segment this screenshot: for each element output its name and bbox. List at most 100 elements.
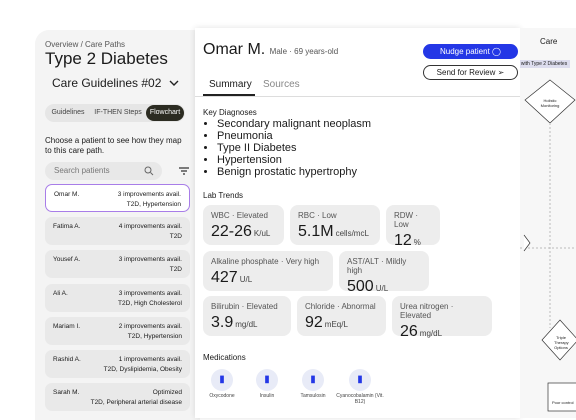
lab-value-row: 12% (394, 232, 432, 250)
lab-value: 500 (347, 278, 374, 295)
filter-icon[interactable] (178, 166, 190, 176)
lab-unit: U/L (375, 284, 389, 293)
tab-summary[interactable]: Summary (209, 79, 252, 90)
patient-conditions: T2D, Hypertension (126, 201, 181, 208)
lab-card: RDW · Low 12% (386, 205, 440, 249)
lab-value: 92 (305, 314, 323, 331)
sidebar-tab[interactable]: Flowchart (146, 105, 184, 121)
lab-value: 22-26 (211, 223, 252, 240)
patient-card[interactable]: Rashid A. 1 improvements avail. T2D, Dysli… (45, 350, 190, 378)
diagnoses-list: Secondary malignant neoplasmPneumoniaTyp… (203, 118, 371, 178)
patient-name: Yousef A. (53, 256, 81, 264)
lab-label: Bilirubin · Elevated (211, 302, 278, 311)
patient-name: Fatima A. (53, 223, 81, 231)
lab-label: RBC · Low (298, 211, 337, 220)
lab-card: AST/ALT · Mildly high 500 U/L (339, 251, 429, 295)
flow-title: Care (540, 37, 558, 46)
patient-name: Omar M. Male · 69 years-old (203, 41, 338, 59)
medication-name: Insulin (259, 393, 275, 399)
prompt: Choose a patient to see how they map to … (45, 136, 182, 155)
lab-value: 3.9 (211, 314, 234, 331)
lab-value-row: 92 mEq/L (305, 314, 378, 332)
patient-status: 4 improvements avail. (118, 223, 182, 231)
patient-card[interactable]: Mariam I. 2 improvements avail. T2D, Hyper… (45, 316, 190, 345)
patient-conditions: T2D, Peripheral arterial disease (90, 399, 182, 407)
medication-name: Cyanocobalamin (Vit. B12) (336, 393, 384, 405)
lab-value-row: 427 U/L (211, 269, 325, 287)
diagnosis: Hypertension (217, 154, 371, 166)
section-title: Key Diagnoses (203, 108, 257, 117)
care-path-title: Type 2 Diabetes (45, 49, 168, 68)
flow-subtitle: s with Type 2 Diabetes (520, 60, 571, 68)
medication-icon[interactable]: ▮ (256, 369, 278, 391)
lab-label: WBC · Elevated (211, 211, 268, 220)
label: Nudge patient (439, 47, 490, 56)
medication-name: Tamsulosin (300, 393, 326, 399)
patient-card[interactable]: Omar M. 3 improvements avail. T2D, Hyperte… (45, 184, 190, 212)
label: Send for Review (436, 68, 496, 77)
lab-card: Urea nitrogen · Elevated 26 mg/dL (392, 296, 492, 340)
patient-name: Omar M. (54, 191, 80, 198)
divider (195, 96, 520, 97)
diagnosis: Secondary malignant neoplasm (217, 118, 371, 130)
lab-label: AST/ALT · Mildly high (347, 257, 407, 275)
patient-name: Ali A. (53, 289, 68, 297)
lab-value-row: 26 mg/dL (400, 323, 484, 341)
patient-card[interactable]: Sarah M. Optimized T2D, Peripheral arteria… (45, 383, 190, 412)
patient-conditions: T2D, Dyslipidemia, Obesity (103, 366, 182, 373)
lab-card: WBC · Elevated 22-26 K/uL (203, 205, 284, 245)
flow-node[interactable]: Holistic Monitoring (540, 98, 560, 108)
lab-value-row: 5.1M cells/mcL (298, 223, 372, 241)
patient-name: Sarah M. (53, 389, 80, 397)
breadcrumb[interactable]: Overview / Care Paths (45, 40, 126, 49)
guideline-dropdown[interactable]: Care Guidelines #02 (52, 76, 179, 90)
patient-status: 3 improvements avail. (118, 289, 182, 297)
search-box[interactable]: Search patients (45, 162, 162, 180)
medication-name: Oxycodone (209, 393, 235, 399)
patient-status: Optimized (152, 389, 182, 397)
patient-status: 2 improvements avail. (118, 322, 182, 330)
flow-node[interactable]: Triple Therapy Options (554, 335, 569, 350)
lab-unit: K/uL (253, 229, 271, 238)
lab-value: 26 (400, 323, 418, 340)
diagnosis: Benign prostatic hypertrophy (217, 166, 371, 178)
diagnosis: Type II Diabetes (217, 142, 371, 154)
patient-status: 3 improvements avail. (118, 256, 182, 264)
lab-label: Chloride · Abnormal (305, 302, 376, 311)
section-title: Medications (203, 353, 246, 362)
patient-card[interactable]: Yousef A. 3 improvements avail. T2D (45, 250, 190, 279)
diagnosis: Pneumonia (217, 130, 371, 142)
medication-icon[interactable]: ▮ (302, 369, 324, 391)
lab-unit: U/L (239, 275, 253, 284)
patient-name: Rashid A. (53, 356, 81, 363)
sidebar-tab[interactable]: IF-THEN Steps (94, 109, 142, 116)
flow-shapes (520, 79, 576, 412)
lab-card: Chloride · Abnormal 92 mEq/L (297, 296, 386, 336)
lab-label: Alkaline phosphate · Very high (211, 257, 320, 266)
patient-conditions: T2D, Hypertension (127, 332, 182, 340)
tab-sources[interactable]: Sources (263, 79, 300, 90)
patient-meta: Male · 69 years-old (269, 47, 339, 56)
name: Omar M. (203, 41, 266, 58)
lab-value-row: 22-26 K/uL (211, 223, 276, 241)
lab-unit: mEq/L (324, 320, 348, 329)
chevron (169, 80, 179, 86)
medication-icon[interactable]: ▮ (349, 369, 371, 391)
lab-label: RDW · Low (394, 211, 418, 229)
patient-card[interactable]: Ali A. 3 improvements avail. T2D, High Cho… (45, 283, 190, 312)
lab-value: 12 (394, 232, 412, 249)
medication-icon[interactable]: ▮ (211, 369, 233, 391)
lab-card: Bilirubin · Elevated 3.9 mg/dL (203, 296, 291, 336)
flowchart-panel: Care s with Type 2 Diabetes Holistic Mon… (520, 28, 576, 418)
search-icon (144, 166, 154, 176)
lab-value: 427 (211, 269, 238, 286)
nudge-button[interactable]: Nudge patient ◯ (423, 44, 518, 59)
review-button[interactable]: Send for Review ➢ (423, 65, 518, 80)
sidebar-tab[interactable]: Guidelines (51, 109, 85, 116)
patient-status: 1 improvements avail. (118, 356, 182, 363)
patient-card[interactable]: Fatima A. 4 improvements avail. T2D (45, 217, 190, 246)
flow-node[interactable]: Poor control (552, 400, 574, 405)
section-title: Lab Trends (203, 191, 244, 200)
lab-unit: mg/dL (419, 329, 443, 338)
